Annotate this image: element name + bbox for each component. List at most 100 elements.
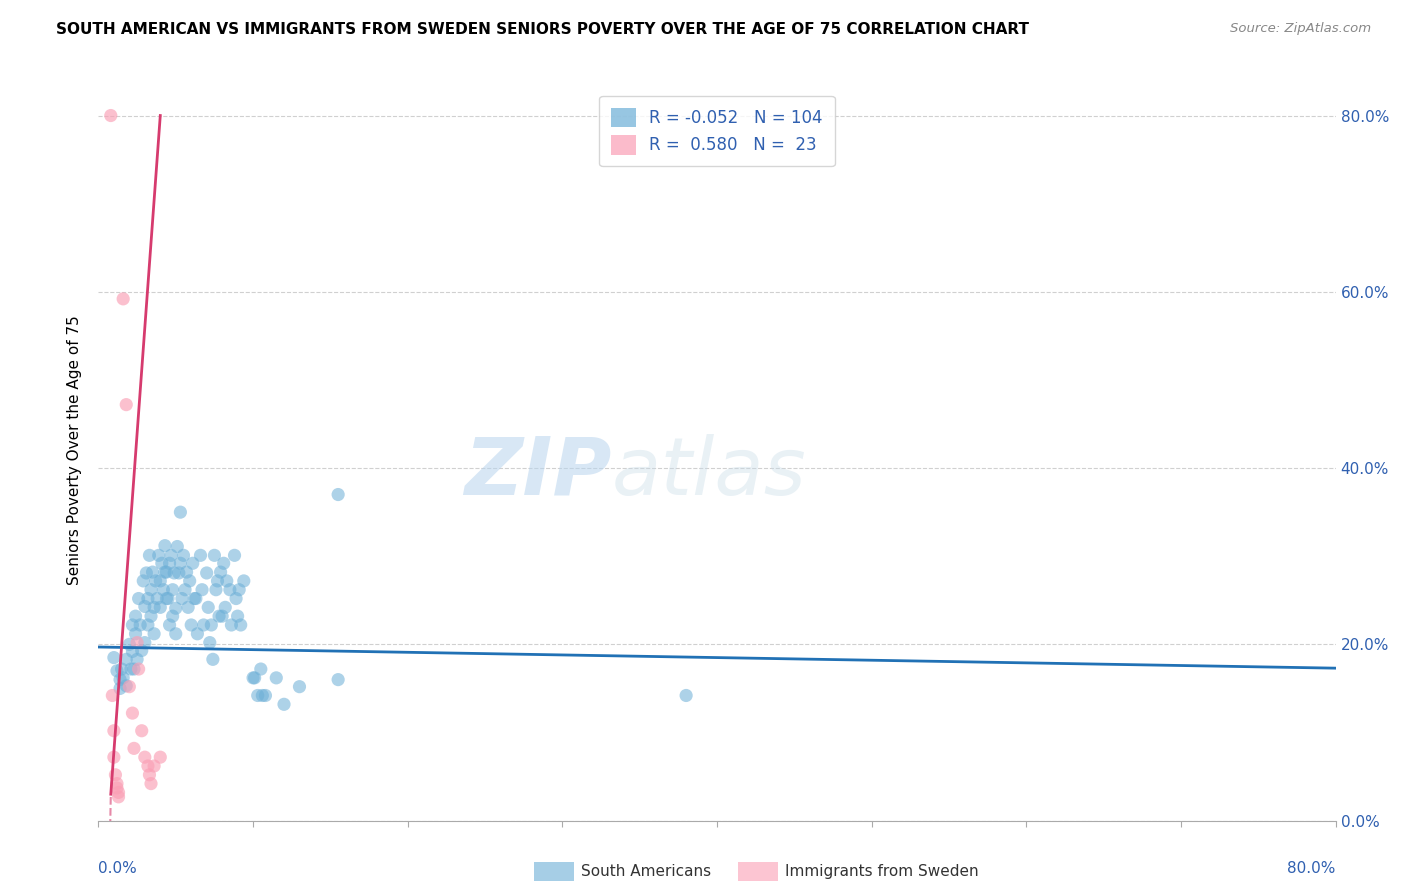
Point <box>326 487 350 501</box>
Point <box>155 591 177 606</box>
Point <box>103 750 125 764</box>
Point <box>131 723 153 738</box>
Point <box>129 618 152 632</box>
Point <box>148 549 170 563</box>
Point <box>211 609 233 624</box>
Point <box>122 662 145 676</box>
Point <box>167 566 190 580</box>
Point <box>228 582 250 597</box>
Point <box>121 644 143 658</box>
Point <box>112 671 135 685</box>
Point <box>169 505 191 519</box>
Point <box>143 600 166 615</box>
Point <box>195 566 218 580</box>
Text: 80.0%: 80.0% <box>1288 862 1336 876</box>
Point <box>134 599 156 614</box>
Point <box>139 776 162 791</box>
Point <box>180 618 202 632</box>
Point <box>112 292 135 306</box>
Point <box>149 600 172 615</box>
Point <box>181 556 204 570</box>
Point <box>150 556 173 570</box>
Point <box>131 643 153 657</box>
Point <box>105 780 128 795</box>
Point <box>176 565 198 579</box>
Point <box>205 582 228 597</box>
Point <box>138 768 160 782</box>
Point <box>108 681 131 696</box>
Point <box>121 618 143 632</box>
Point <box>128 591 150 606</box>
Point <box>208 609 231 624</box>
Text: Source: ZipAtlas.com: Source: ZipAtlas.com <box>1230 22 1371 36</box>
Point <box>191 582 214 597</box>
Point <box>108 673 131 687</box>
Point <box>153 539 176 553</box>
Point <box>200 618 222 632</box>
Point <box>138 549 160 563</box>
Point <box>152 582 174 597</box>
Point <box>115 398 138 412</box>
Point <box>273 698 295 712</box>
Point <box>127 635 149 649</box>
Legend: R = -0.052   N = 104, R =  0.580   N =  23: R = -0.052 N = 104, R = 0.580 N = 23 <box>599 96 835 166</box>
Point <box>107 785 129 799</box>
Point <box>143 759 166 773</box>
Point <box>134 635 156 649</box>
Point <box>243 671 266 685</box>
Point <box>174 582 197 597</box>
Point <box>184 591 207 606</box>
Point <box>229 618 252 632</box>
Point <box>124 609 146 624</box>
Point <box>155 565 177 579</box>
Point <box>173 549 195 563</box>
Point <box>675 689 697 703</box>
Point <box>212 556 235 570</box>
Point <box>190 549 212 563</box>
Point <box>246 689 269 703</box>
Point <box>224 549 246 563</box>
Text: ZIP: ZIP <box>464 434 612 512</box>
Point <box>104 768 127 782</box>
Point <box>118 637 141 651</box>
Point <box>122 741 145 756</box>
Text: 0.0%: 0.0% <box>98 862 138 876</box>
Point <box>326 673 350 687</box>
Point <box>149 574 172 588</box>
Point <box>135 566 157 580</box>
Point <box>136 618 159 632</box>
Point <box>163 566 186 580</box>
Point <box>100 109 122 123</box>
Point <box>179 574 201 588</box>
Point <box>118 680 141 694</box>
Point <box>252 689 274 703</box>
Point <box>186 627 208 641</box>
Point <box>204 549 226 563</box>
Point <box>120 662 142 676</box>
Point <box>121 706 143 720</box>
Point <box>132 574 155 588</box>
Point <box>145 574 167 588</box>
Point <box>139 609 162 624</box>
Point <box>165 601 187 615</box>
Point <box>209 565 232 579</box>
Point <box>201 652 224 666</box>
Point <box>288 680 311 694</box>
Point <box>105 664 128 678</box>
Y-axis label: Seniors Poverty Over the Age of 75: Seniors Poverty Over the Age of 75 <box>67 316 83 585</box>
Point <box>177 600 200 615</box>
Text: South Americans: South Americans <box>581 864 711 879</box>
Point <box>149 750 172 764</box>
Point <box>111 662 134 676</box>
Point <box>103 650 125 665</box>
Point <box>101 689 124 703</box>
Point <box>136 591 159 606</box>
Point <box>226 609 249 624</box>
Point <box>153 565 176 579</box>
Point <box>242 671 264 685</box>
Point <box>105 776 128 791</box>
Point <box>139 582 162 597</box>
Point <box>266 671 288 685</box>
Point <box>162 582 184 597</box>
Point <box>219 582 242 597</box>
